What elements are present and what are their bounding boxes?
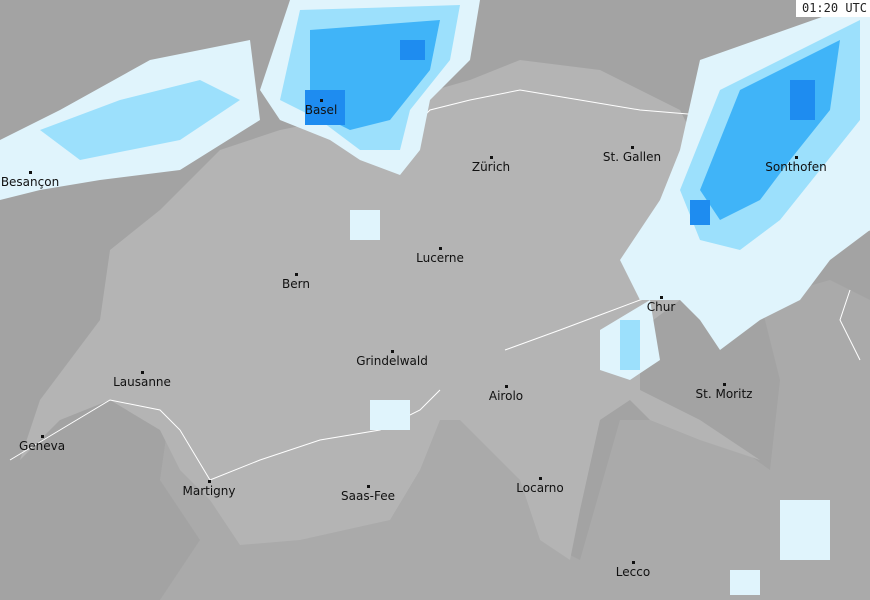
city-label: Locarno [516, 481, 564, 495]
city-marker [490, 156, 493, 159]
city-marker [141, 371, 144, 374]
precipitation-intense [305, 40, 815, 225]
city-marker [795, 156, 798, 159]
city-label: Bern [282, 277, 310, 291]
city-marker [539, 477, 542, 480]
city-marker [631, 146, 634, 149]
city-marker [723, 383, 726, 386]
city-marker [660, 296, 663, 299]
city-label: St. Gallen [602, 150, 662, 164]
city-label: Chur [646, 300, 676, 314]
city-label: Besançon [0, 175, 60, 189]
city-label: Lausanne [113, 375, 171, 389]
city-label: Martigny [182, 484, 236, 498]
city-label: Saas-Fee [341, 489, 395, 503]
city-marker [41, 435, 44, 438]
city-label: Sonthofen [765, 160, 827, 174]
city-marker [391, 350, 394, 353]
city-label: Lucerne [416, 251, 464, 265]
city-label: Airolo [488, 389, 524, 403]
city-marker [367, 485, 370, 488]
timestamp-label: 01:20 UTC [795, 0, 870, 17]
city-marker [295, 273, 298, 276]
city-marker [320, 99, 323, 102]
city-marker [439, 247, 442, 250]
switzerland-region [20, 60, 760, 560]
city-label: Zürich [471, 160, 511, 174]
city-marker [29, 171, 32, 174]
city-label: Basel [304, 103, 338, 117]
city-marker [208, 480, 211, 483]
city-marker [505, 385, 508, 388]
city-label: St. Moritz [695, 387, 753, 401]
city-label: Lecco [615, 565, 651, 579]
city-label: Geneva [18, 439, 66, 453]
city-marker [632, 561, 635, 564]
city-label: Grindelwald [356, 354, 428, 368]
